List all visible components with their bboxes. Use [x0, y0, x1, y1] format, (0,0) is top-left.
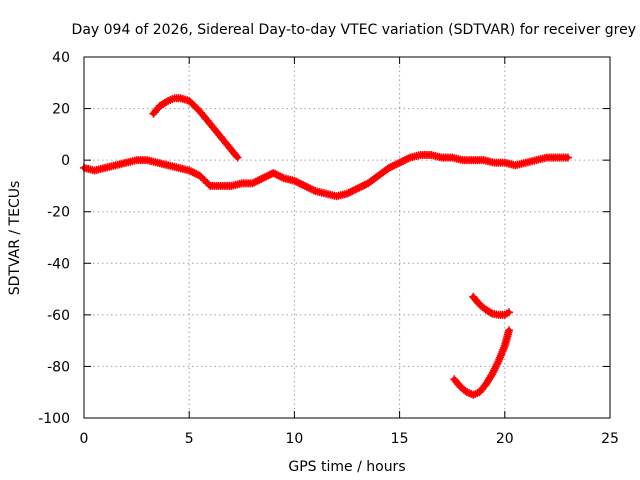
x-tick-label: 25	[601, 431, 619, 447]
tick-labels: -100 -80 -60 -40 -20 0 20 40 0 5 10 15 20 25	[38, 50, 619, 447]
y-tick-label: -100	[38, 411, 70, 427]
y-tick-label: 20	[52, 102, 70, 118]
y-axis-title: SDTVAR / TECUs	[7, 181, 23, 296]
y-tick-label: -60	[47, 308, 70, 324]
y-tick-label: 40	[52, 50, 70, 66]
x-tick-label: 0	[80, 431, 89, 447]
data-points	[80, 94, 572, 399]
chart-title: Day 094 of 2026, Sidereal Day-to-day VTE…	[72, 22, 636, 38]
x-tick-label: 10	[285, 431, 303, 447]
x-tick-label: 15	[391, 431, 409, 447]
grid-lines	[84, 57, 610, 418]
plot-frame	[83, 56, 611, 419]
series-arc-lower	[450, 326, 514, 399]
y-tick-label: 0	[61, 153, 70, 169]
y-tick-label: -80	[47, 359, 70, 375]
y-tick-label: -20	[47, 205, 70, 221]
x-axis-title: GPS time / hours	[288, 459, 405, 475]
series-arc-mid	[469, 292, 514, 319]
series-main	[80, 150, 572, 201]
y-tick-label: -40	[47, 256, 70, 272]
x-tick-label: 20	[496, 431, 514, 447]
series-arc-upper	[149, 94, 242, 162]
x-tick-label: 5	[185, 431, 194, 447]
